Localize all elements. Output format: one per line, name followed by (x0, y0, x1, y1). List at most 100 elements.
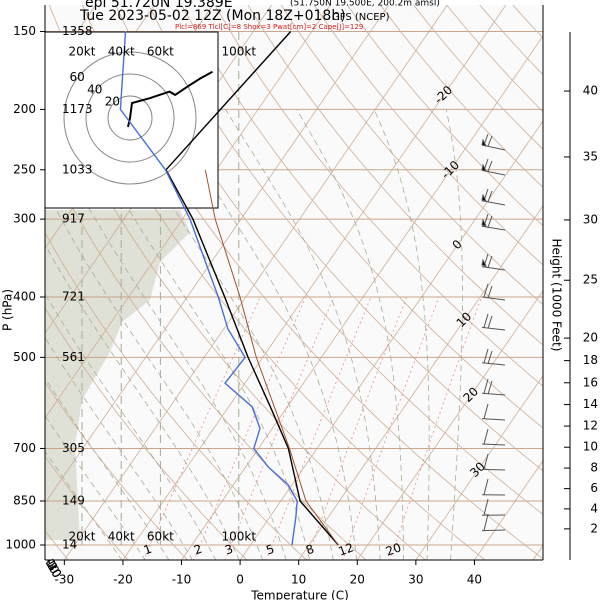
barb-staff (481, 529, 506, 532)
title: epi 51.720N 19.389E (85, 0, 233, 11)
x-axis-label: Temperature (C) (250, 589, 349, 600)
barb-feather (487, 190, 493, 202)
dry-adiabat (0, 0, 9, 561)
wind-barb (481, 453, 506, 471)
moist-adiabat (73, 109, 311, 560)
wind-barb (481, 513, 506, 532)
wind-scale-label-top: 60kt (147, 45, 174, 59)
dry-adiabat (115, 5, 543, 515)
y2-tick-label: 6 (590, 481, 598, 495)
mixing-ratio-line (266, 296, 372, 560)
model: GFS (NCEP) (332, 12, 390, 23)
wind-barb (481, 498, 506, 516)
wind-scale-label-top: 20kt (69, 45, 96, 59)
hodograph-ring-label: 60 (70, 70, 85, 84)
isotherm (45, 5, 390, 504)
y-tick-label: 850 (13, 494, 36, 508)
isotherm (0, 5, 37, 560)
x-tick-label: -20 (113, 573, 133, 587)
y2-tick-label: 12 (583, 419, 598, 433)
moist-adiabat (165, 109, 358, 560)
wind-scale-label-bottom: 60kt (147, 530, 174, 544)
dry-adiabat (346, 5, 543, 227)
barb-feather (483, 403, 489, 419)
wind-barb (481, 378, 506, 396)
y-tick-label: 400 (13, 289, 36, 303)
moist-adiabat (296, 109, 405, 560)
pressure-height: 14 (62, 537, 77, 551)
dry-adiabat (45, 307, 248, 560)
isotherm-tick (298, 205, 543, 560)
moist-adiabat (45, 415, 146, 560)
y2-axis-label: Height (1000 Feet) (550, 239, 564, 352)
barb-staff (481, 362, 506, 366)
barb-feather (483, 478, 489, 495)
hodograph-ring (63, 51, 197, 185)
y-tick-label: 200 (13, 102, 36, 116)
y-tick-label: 250 (13, 162, 36, 176)
isotherm-tick (239, 120, 543, 560)
mixing-ratio-line (389, 296, 482, 560)
pressure-height: 149 (62, 494, 85, 508)
y2-tick-label: 8 (590, 461, 598, 475)
y-tick-label: 500 (13, 350, 36, 364)
hodograph-frame (44, 31, 219, 209)
isotherm (45, 5, 331, 419)
barb-staff (481, 266, 506, 271)
hodograph-ring (107, 95, 153, 141)
hodograph-ring-label: 20 (105, 94, 120, 108)
moist-adiabat (45, 122, 287, 560)
wind-barb (481, 313, 506, 331)
axes (40, 5, 571, 565)
mixing-ratio-label: 2 (192, 542, 204, 558)
x-tick-label: -30 (55, 573, 75, 587)
mixing-ratio-label: 1 (142, 542, 154, 558)
y-tick-label: 300 (13, 212, 36, 226)
x-tick-label: 30 (408, 573, 423, 587)
dry-adiabat (214, 5, 543, 387)
barb-staff (481, 326, 506, 331)
mixing-ratio-line (306, 296, 408, 560)
y2-tick-label: 25 (583, 273, 598, 287)
moist-adiabat (45, 377, 170, 560)
pressure-height: 305 (62, 441, 85, 455)
barb-feather (483, 513, 489, 531)
isotherm-tick (356, 290, 543, 560)
y2-tick-label: 14 (583, 397, 598, 411)
isotherm-tick (474, 459, 543, 560)
barb-flag (481, 163, 487, 172)
mixing-ratio-line (143, 296, 261, 560)
pressure-height: 1033 (62, 162, 93, 176)
isotherm-tick (181, 35, 543, 560)
wind-barb (481, 133, 506, 151)
dry-adiabat (247, 5, 543, 346)
wind-barb (481, 253, 506, 271)
y-axis-label: P (hPa) (1, 289, 15, 331)
pressure-height: 917 (62, 212, 85, 226)
barb-feather (487, 215, 493, 228)
mixing-ratio-label: 5 (264, 542, 276, 558)
wind-barb (481, 158, 506, 176)
barb-flag (481, 218, 487, 227)
barb-feather (483, 348, 489, 363)
isotherm-tick (415, 375, 543, 560)
isotherm-tick (122, 5, 507, 560)
dry-adiabat (148, 5, 543, 472)
barb-feather (487, 255, 493, 268)
profile-line (204, 169, 339, 546)
mixing-ratio-label: 20 (384, 540, 403, 558)
traces (119, 31, 339, 546)
wind-barb (481, 213, 506, 231)
barb-staff (481, 200, 506, 206)
barb-feather (487, 285, 493, 299)
barb-staff (481, 225, 506, 231)
mixing-ratio-label: 8 (304, 542, 316, 558)
y-tick-label: 150 (13, 24, 36, 38)
x-tick-label: 10 (291, 573, 306, 587)
barb-staff (481, 443, 506, 446)
y2-tick-label: 20 (583, 331, 598, 345)
moist-adiabat (45, 292, 217, 560)
